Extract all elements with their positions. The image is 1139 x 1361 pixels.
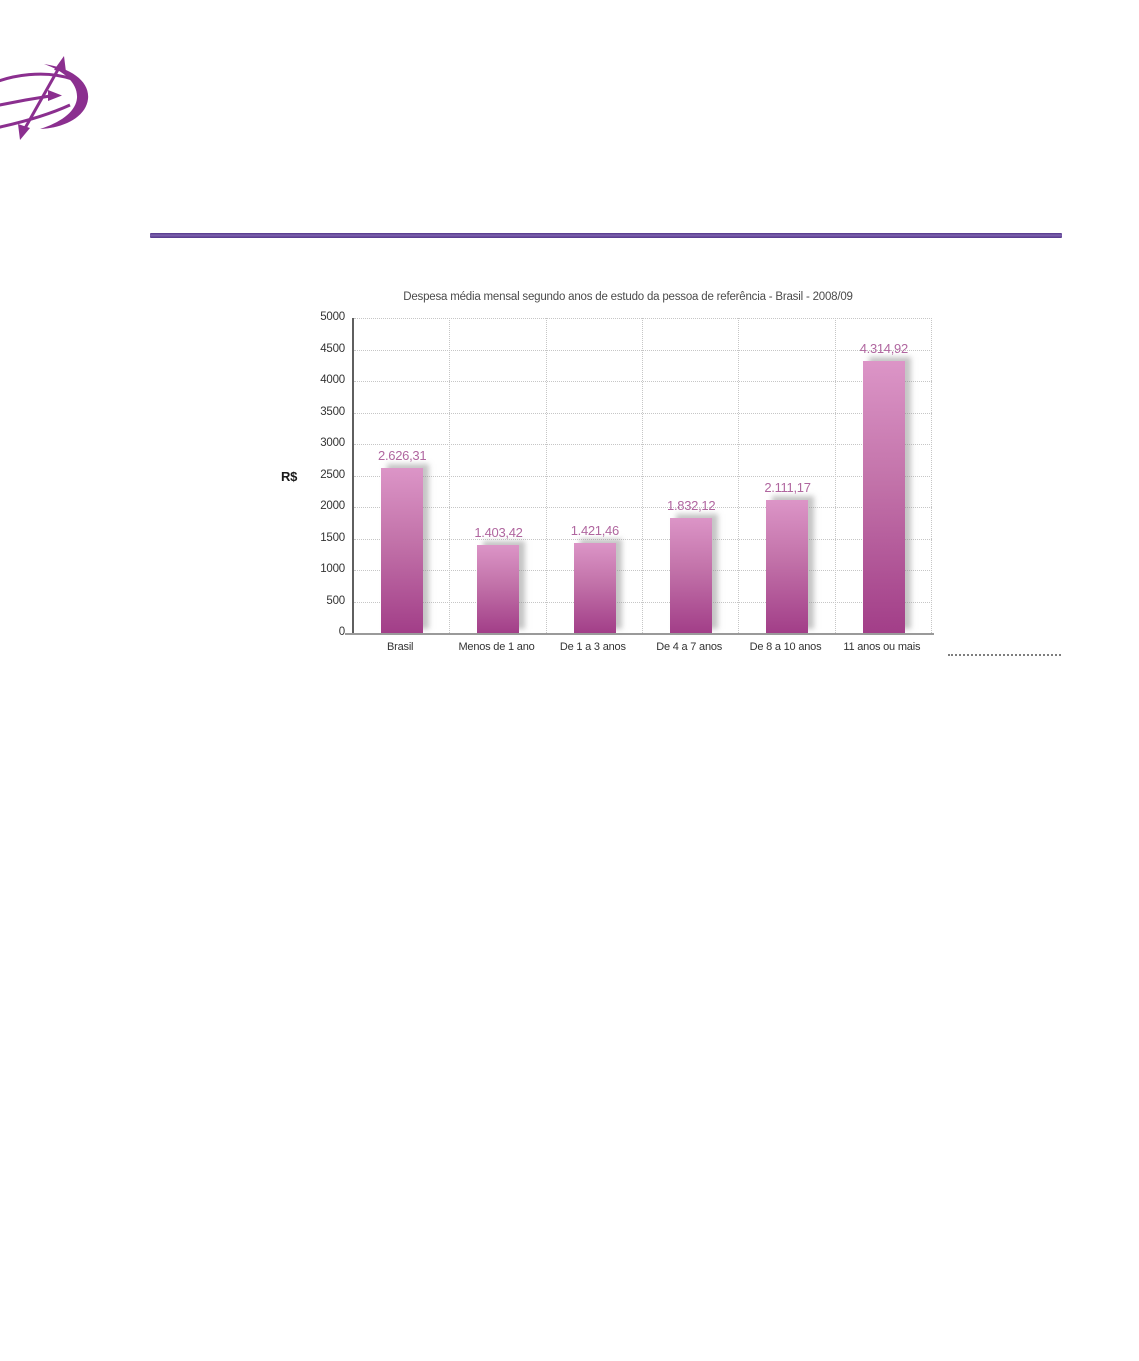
bar-column: 4.314,92 xyxy=(836,318,932,633)
chart-title: Despesa média mensal segundo anos de est… xyxy=(403,291,853,303)
y-tick-label: 2500 xyxy=(320,468,345,481)
y-tick-label: 1000 xyxy=(320,563,345,575)
x-tick-label: Menos de 1 ano xyxy=(458,641,535,653)
bar-value-label: 1.832,12 xyxy=(667,497,716,513)
bar-value-label: 4.314,92 xyxy=(859,341,909,357)
bar xyxy=(381,467,424,633)
h-gridline xyxy=(354,444,932,445)
bar xyxy=(477,544,520,633)
v-gridline xyxy=(449,318,451,633)
h-gridline xyxy=(354,475,932,477)
y-axis-unit-label: R$ xyxy=(281,469,298,484)
bar-column: 1.421,46 xyxy=(547,318,643,633)
v-gridline xyxy=(834,318,836,633)
v-gridline xyxy=(931,318,932,633)
dotted-leader-line xyxy=(948,652,1061,656)
h-gridline xyxy=(354,349,932,351)
v-gridline xyxy=(738,318,740,633)
logo-down-arrowhead xyxy=(18,124,30,140)
bar xyxy=(766,500,809,633)
bar-value-label: 1.403,42 xyxy=(474,524,523,540)
bar-value-label: 2.111,17 xyxy=(764,480,811,495)
h-gridline xyxy=(354,570,932,571)
y-tick-label: 1500 xyxy=(320,531,345,544)
bar xyxy=(573,543,616,633)
x-tick-label: 11 anos ou mais xyxy=(843,641,921,653)
bar-column: 1.832,12 xyxy=(643,318,739,633)
x-axis-line xyxy=(345,633,934,635)
x-tick-label: De 4 a 7 anos xyxy=(656,641,723,653)
x-axis-tick-labels: Brasil Menos de 1 ano De 1 a 3 anos De 4 a … xyxy=(352,641,930,657)
h-gridline xyxy=(354,538,932,540)
logo-crescent xyxy=(40,64,89,129)
y-tick-label: 500 xyxy=(326,594,345,607)
h-gridline xyxy=(354,601,932,603)
x-tick-label: Brasil xyxy=(387,641,414,653)
purple-orbit-swoosh-logo xyxy=(0,56,89,140)
h-gridline xyxy=(354,412,932,414)
bar xyxy=(670,517,713,633)
logo-right-arrowhead xyxy=(48,90,62,101)
header-divider-line xyxy=(150,233,1062,238)
h-gridline xyxy=(354,507,932,508)
y-tick-label: 5000 xyxy=(320,311,345,323)
bar-column: 2.626,31 xyxy=(354,318,450,633)
y-tick-label: 2000 xyxy=(320,500,345,512)
bar-value-label: 2.626,31 xyxy=(378,447,427,463)
y-tick-label: 4000 xyxy=(320,374,345,386)
plot-area: 2.626,31 1.403,42 1.421,46 1.832,12 2.111,17… xyxy=(352,318,932,633)
y-tick-label: 3500 xyxy=(320,405,345,418)
x-tick-label: De 1 a 3 anos xyxy=(559,641,626,653)
y-tick-label: 4500 xyxy=(320,342,345,355)
y-tick-label: 0 xyxy=(338,626,345,638)
logo-up-arrowhead xyxy=(54,56,66,72)
h-gridline xyxy=(354,381,932,382)
bar-value-label: 1.421,46 xyxy=(570,523,620,539)
v-gridline xyxy=(642,318,643,633)
y-tick-label: 3000 xyxy=(320,437,345,449)
x-tick-label: De 8 a 10 anos xyxy=(749,641,822,653)
bar-column: 1.403,42 xyxy=(450,318,546,633)
v-gridline xyxy=(545,318,547,633)
h-gridline xyxy=(354,318,932,319)
bar xyxy=(862,361,905,633)
bar-column: 2.111,17 xyxy=(739,318,835,633)
